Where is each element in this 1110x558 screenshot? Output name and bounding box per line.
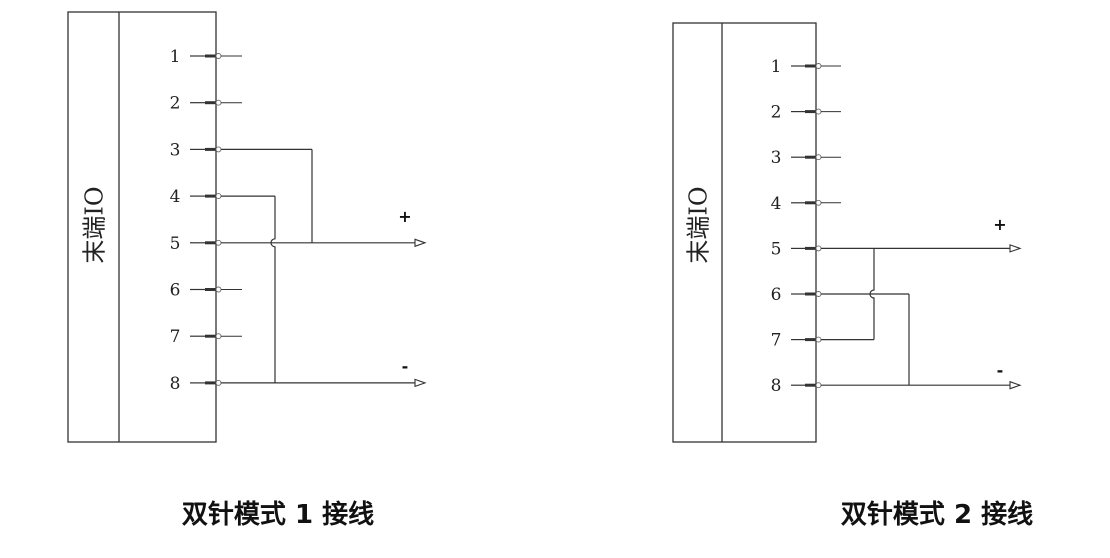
pin-terminal-3 [815,154,822,161]
pin-label-2: 2 [170,94,181,114]
minus-label: - [402,357,409,376]
caption-mode-2: 双针模式 2 接线 [840,500,1034,530]
pin-terminal-1 [815,63,822,69]
plus-label: + [398,207,411,226]
pin-terminal-8 [815,382,822,389]
pin-label-8: 8 [170,374,181,394]
pin-label-1: 1 [170,47,181,67]
terminal-block [672,22,817,443]
pin-terminal-5 [815,245,822,252]
pin-terminal-5 [215,239,222,246]
pin-label-7: 7 [771,331,782,351]
minus-arrow-icon [414,378,427,388]
pin-terminal-6 [815,291,822,297]
pin-terminal-4 [215,193,222,200]
plus-arrow-icon [1009,244,1022,253]
block-label-text: 末端IO [685,186,713,263]
pin-label-6: 6 [771,285,782,305]
pin-label-5: 5 [771,239,782,259]
block-label-text: 末端IO [81,186,109,263]
terminal-block [67,11,217,443]
plus-label: + [993,215,1006,234]
pin-terminal-1 [215,53,222,59]
minus-vertical-wire [270,196,276,383]
pin-label-3: 3 [771,148,782,168]
pin-terminal-4 [815,199,822,206]
pin-terminal-8 [215,379,222,386]
pin-terminal-2 [815,108,822,115]
minus-arrow-icon [1009,380,1022,390]
pin-label-5: 5 [170,234,181,254]
pin-label-8: 8 [771,376,782,396]
caption-mode-1: 双针模式 1 接线 [181,500,375,530]
pin-terminal-7 [815,336,822,343]
pin-label-1: 1 [771,57,782,77]
pin-label-2: 2 [771,103,782,123]
plus-arrow-icon [414,238,427,248]
pin-label-6: 6 [170,281,181,301]
block-label: 末端IO [81,186,109,263]
pin-terminal-7 [215,333,222,340]
pin-label-3: 3 [170,140,181,160]
pin-label-4: 4 [771,194,782,214]
minus-label: - [997,361,1004,380]
block-label: 末端IO [685,186,713,263]
plus-vertical-wire [869,248,875,340]
pin-label-4: 4 [170,187,181,207]
pin-terminal-3 [215,146,222,153]
pin-label-7: 7 [170,327,181,347]
pin-terminal-6 [215,286,222,293]
pin-terminal-2 [215,99,222,106]
